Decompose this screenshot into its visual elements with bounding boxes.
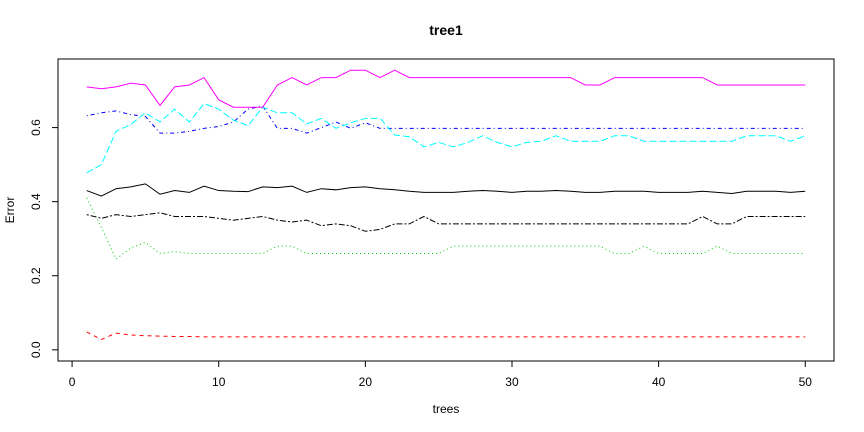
x-tick-label: 20 <box>359 375 373 389</box>
series-line <box>86 212 806 232</box>
y-tick-label: 0.6 <box>29 119 43 136</box>
x-tick-label: 10 <box>212 375 226 389</box>
series-line <box>86 183 806 197</box>
y-tick-label: 0.2 <box>29 267 43 284</box>
series-line <box>86 69 806 108</box>
x-axis-label: trees <box>433 402 460 416</box>
series-line <box>86 105 806 134</box>
x-tick-label: 30 <box>505 375 519 389</box>
series-group <box>86 69 806 340</box>
x-tick-label: 0 <box>69 375 76 389</box>
y-tick-label: 0.4 <box>29 193 43 210</box>
y-axis: 0.0 0.2 0.4 0.6 <box>29 119 59 358</box>
x-tick-label: 40 <box>652 375 666 389</box>
x-tick-label: 50 <box>799 375 813 389</box>
series-line <box>86 197 806 260</box>
series-line <box>86 331 806 340</box>
plot-frame <box>57 58 835 362</box>
y-tick-label: 0.0 <box>29 341 43 358</box>
chart-title: tree1 <box>429 22 463 38</box>
series-line <box>86 102 806 174</box>
x-axis: 0 10 20 30 40 50 <box>69 360 813 389</box>
y-axis-label: Error <box>3 197 17 224</box>
